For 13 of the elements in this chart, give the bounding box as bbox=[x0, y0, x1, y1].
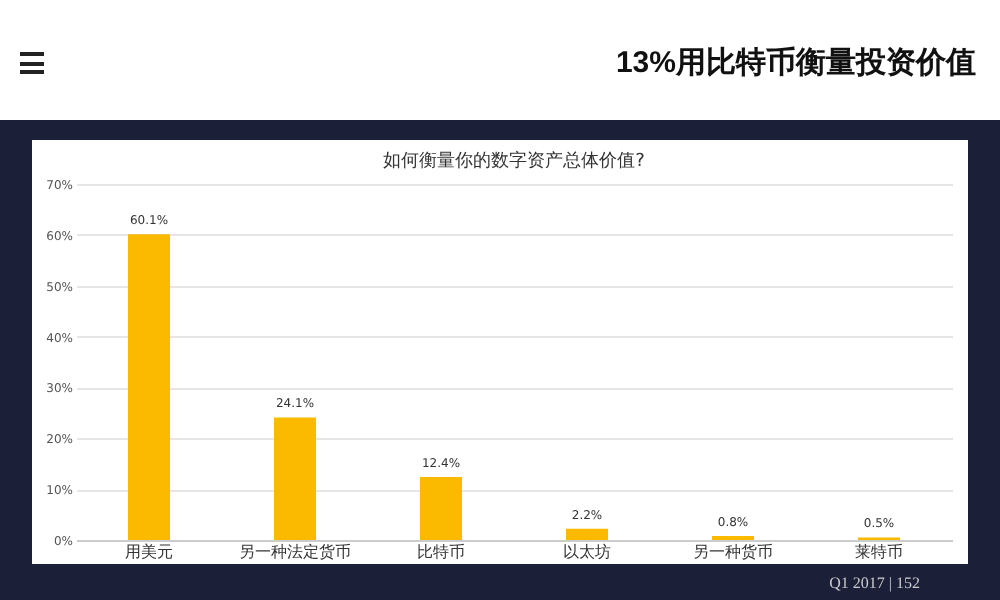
chart-title: 13%用比特币衡量投资价值 bbox=[615, 44, 976, 82]
x-tick-label: 另一种货币 bbox=[693, 543, 773, 561]
x-tick-label: 用美元 bbox=[125, 543, 173, 561]
x-tick-label: 比特币 bbox=[417, 543, 465, 561]
x-tick-label: 莱特币 bbox=[855, 543, 903, 561]
bar bbox=[127, 234, 171, 540]
bar bbox=[273, 417, 317, 540]
x-tick-label: 另一种法定货币 bbox=[239, 543, 351, 561]
x-tick-label: 以太坊 bbox=[563, 543, 611, 561]
bar bbox=[419, 476, 463, 540]
chart-subtitle: 如何衡量你的数字资产总体价值? bbox=[383, 150, 646, 172]
bar bbox=[565, 528, 609, 540]
text: Q1 2017 | 152 bbox=[829, 574, 920, 592]
